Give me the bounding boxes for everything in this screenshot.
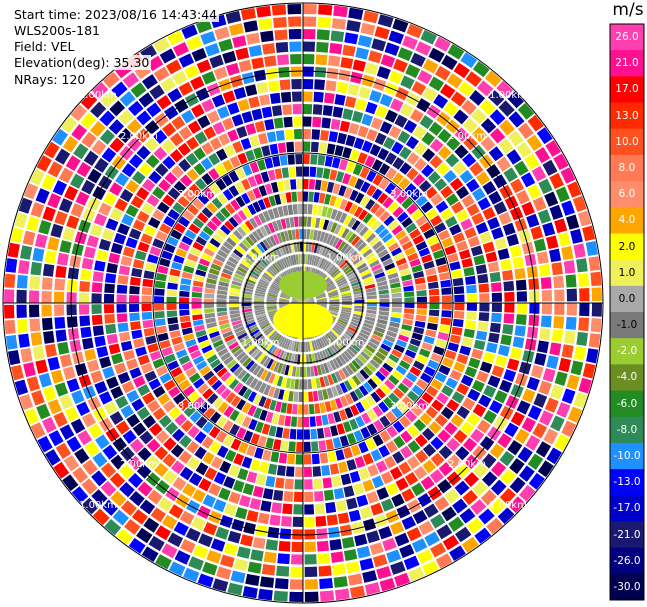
colorbar-swatch [610,364,644,392]
range-ring-label: 3.00km [390,189,428,200]
range-ring-label: 2.00km [448,131,486,142]
colorbar-swatch [610,50,644,77]
range-ring-label: 2.00km [120,459,158,470]
field-text: Field: VEL [12,39,77,54]
colorbar-swatch [610,102,644,130]
colorbar-unit: m/s [612,0,644,20]
range-ring-label: 1.00km [327,337,365,348]
colorbar-tick-label: 1.0 [618,266,636,279]
colorbar-tick-label: 2.0 [618,240,636,253]
colorbar-swatch [610,285,644,313]
colorbar-tick-label: -6.0 [616,397,638,410]
colorbar-swatch [610,24,644,51]
range-ring-label: 1.00km [79,90,117,101]
colorbar-tick-label: 26.0 [615,31,639,44]
colorbar-swatch [610,76,644,104]
colorbar-tick-label: -26.0 [613,554,641,567]
colorbar-tick-label: -4.0 [616,371,638,384]
range-ring-label: 3.00km [178,189,216,200]
colorbar-tick-label: -1.0 [616,319,638,332]
colorbar-swatch [610,128,644,156]
colorbar-swatch [610,416,644,444]
colorbar-swatch [610,469,644,496]
nrays-text: NRays: 120 [12,72,88,87]
range-ring-label: 3.00km [178,401,216,412]
colorbar-tick-label: -10.0 [613,450,641,462]
colorbar-tick-label: 0.0 [618,292,636,305]
colorbar-frame [609,23,645,601]
start-time-text: Start time: 2023/08/16 14:43:44 [12,7,220,22]
colorbar-swatch [610,181,644,208]
colorbar-tick-label: -17.0 [613,502,641,515]
colorbar-tick-label: 10.0 [615,135,639,148]
colorbar-swatch [610,338,644,365]
elevation-text: Elevation(deg): 35.30 [12,55,152,70]
colorbar-tick-label: 13.0 [615,109,639,122]
colorbar-swatch [610,259,644,287]
colorbar-swatch [610,495,644,522]
colorbar-tick-label: 17.0 [615,83,639,96]
range-ring-label: 3.00km [390,401,428,412]
colorbar-swatch [610,547,644,575]
range-ring-label: 1.00km [242,253,280,264]
range-ring-label: 1.00km [79,500,117,511]
range-ring-label: 2.00km [448,459,486,470]
colorbar-swatch [610,312,644,339]
colorbar-swatch [610,521,644,549]
colorbar-tick-label: 6.0 [618,188,636,201]
colorbar-tick-label: 21.0 [615,57,639,70]
radar-gates [4,4,602,602]
colorbar-tick-label: -13.0 [613,476,641,489]
range-ring-label: 1.00km [489,500,527,511]
range-ring-label: 1.00km [242,337,280,348]
range-ring-label: 1.00km [327,253,365,264]
colorbar-swatch [610,207,644,234]
colorbar-swatch [610,390,644,418]
colorbar-tick-label: -8.0 [616,423,638,436]
range-ring-label: 1.00km [489,90,527,101]
site-text: WLS200s-181 [12,23,102,38]
colorbar-tick-label: 8.0 [618,162,636,174]
colorbar-tick-label: 4.0 [618,214,636,227]
colorbar-tick-label: -2.0 [616,345,638,358]
colorbar-tick-label: -21.0 [613,528,641,541]
range-ring-label: 2.00km [120,131,158,142]
colorbar-tick-label: -30.0 [613,580,641,593]
colorbar-swatch [610,573,644,601]
colorbar-swatch [610,442,644,470]
colorbar-swatch [610,233,644,261]
colorbar-swatch [610,154,644,182]
